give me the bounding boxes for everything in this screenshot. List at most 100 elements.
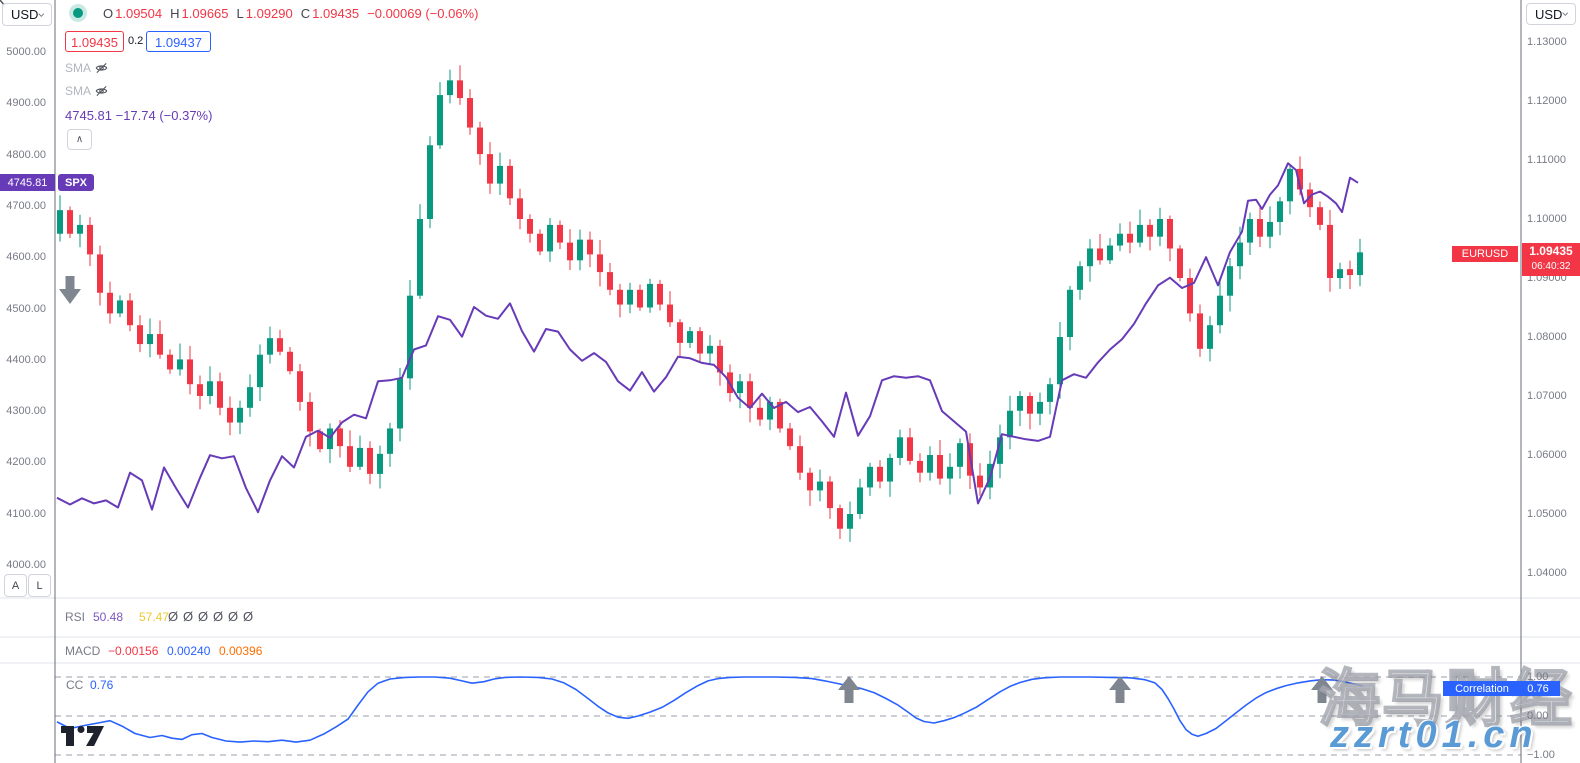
chevron-down-icon <box>38 12 45 17</box>
left-axis-tick: 4700.00 <box>6 199 46 212</box>
candle-body <box>1327 224 1333 278</box>
candle-body <box>657 283 663 305</box>
rsi-legend-label[interactable]: RSI <box>65 610 86 624</box>
candle-body <box>757 407 763 420</box>
rsi-hidden-slot: Ø <box>168 609 179 624</box>
spx-tag: SPX <box>58 174 95 191</box>
candle-body <box>407 295 413 379</box>
right-axis-tick: 1.10000 <box>1527 213 1567 225</box>
auto-scale-button[interactable]: A <box>4 574 27 597</box>
candle-body <box>177 359 183 370</box>
macd-value-2: 0.00240 <box>167 644 211 658</box>
candle-body <box>637 289 643 308</box>
candle-body <box>257 354 263 388</box>
left-axis-tick: 4800.00 <box>6 148 46 161</box>
candle-body <box>427 145 433 219</box>
candle-body <box>667 304 673 323</box>
spx-price-badge: 4745.81 <box>0 174 55 191</box>
up-arrow-drawing[interactable] <box>1109 676 1131 703</box>
candle-body <box>567 242 573 261</box>
spx-compare-legend[interactable]: 4745.81 −17.74 (−0.37%) <box>65 108 213 123</box>
sell-button[interactable]: 1.09435 <box>65 31 124 52</box>
candle-body <box>87 224 93 255</box>
tradingview-logo[interactable] <box>61 726 104 746</box>
eye-off-icon[interactable] <box>94 84 109 103</box>
left-axis-tick: 4300.00 <box>6 405 46 418</box>
collapse-legend-button[interactable]: ∧ <box>67 129 92 150</box>
candle-body <box>697 331 703 354</box>
candle-body <box>337 428 343 447</box>
last-price: 1.09435 <box>1529 244 1573 258</box>
candle-body <box>607 272 613 290</box>
candle-body <box>477 127 483 155</box>
candle-body <box>67 210 73 234</box>
candle-body <box>847 514 853 529</box>
candle-body <box>557 224 563 243</box>
eurusd-tag: EURUSD <box>1452 246 1518 262</box>
up-arrow-drawing[interactable] <box>1311 676 1333 703</box>
rsi-hidden-slot: Ø <box>213 609 224 624</box>
high-value: 1.09665 <box>181 6 229 21</box>
candle-body <box>1137 224 1143 243</box>
eye-off-icon[interactable] <box>94 61 109 80</box>
candle-body <box>277 338 283 352</box>
candle-body <box>377 453 383 474</box>
candle-body <box>1017 396 1023 411</box>
sma1-legend[interactable]: SMA <box>65 61 92 75</box>
candle-body <box>1127 233 1133 243</box>
candle-body <box>357 447 363 467</box>
left-axis-tick: 4100.00 <box>6 507 46 520</box>
left-axis-tick: 5000.00 <box>6 46 46 58</box>
down-arrow-drawing[interactable] <box>59 276 81 304</box>
candle-body <box>1207 325 1213 349</box>
rsi-value-2: 57.47 <box>139 610 170 624</box>
left-currency-label: USD <box>11 7 39 22</box>
macd-value-3: 0.00396 <box>219 644 263 658</box>
cc-axis-tick: −1.00 <box>1527 749 1555 761</box>
right-price-axis[interactable]: 1.13000 1.12000 1.11000 1.10000 1.09000 1.080… <box>1521 0 1580 763</box>
candle-body <box>1157 219 1163 237</box>
candle-body <box>707 345 713 354</box>
bar-countdown: 06:40:32 <box>1531 261 1571 272</box>
candle-body <box>1167 219 1173 249</box>
log-scale-button[interactable]: L <box>28 574 51 597</box>
candle-body <box>1337 269 1343 278</box>
right-currency-dropdown[interactable]: USD <box>1526 3 1576 25</box>
candle-body <box>187 359 193 385</box>
buy-button[interactable]: 1.09437 <box>146 31 211 52</box>
candle-body <box>207 381 213 396</box>
candle-body <box>1247 219 1253 243</box>
candle-body <box>367 447 373 474</box>
watermark-text: 海马财经 <box>1317 664 1575 735</box>
candle-body <box>677 322 683 343</box>
macd-legend-label[interactable]: MACD <box>65 644 101 658</box>
candle-body <box>1267 221 1273 237</box>
candle-body <box>437 95 443 146</box>
candle-body <box>937 455 943 479</box>
cc-line <box>56 676 1364 743</box>
candle-body <box>1037 401 1043 414</box>
cc-axis-tick: 1.00 <box>1527 671 1549 683</box>
candle-body <box>877 466 883 482</box>
candle-body <box>957 443 963 467</box>
left-currency-dropdown[interactable]: USD <box>2 3 52 26</box>
close-value: 1.09435 <box>312 6 360 21</box>
up-arrow-drawing[interactable] <box>838 676 860 703</box>
candle-body <box>547 224 553 252</box>
left-price-axis[interactable]: 5000.00 4900.00 4800.00 4700.00 4600.00 4500.… <box>0 0 55 763</box>
rsi-hidden-slot: Ø <box>243 609 254 624</box>
cc-legend-label[interactable]: CC <box>66 678 84 692</box>
candle-body <box>907 437 913 461</box>
candle-body <box>167 354 173 370</box>
candle-body <box>1197 313 1203 349</box>
candle-body <box>717 345 723 373</box>
candle-body <box>1297 168 1303 190</box>
right-axis-tick: 1.06000 <box>1527 449 1567 461</box>
left-axis-tick: 4900.00 <box>6 97 46 110</box>
candle-body <box>1087 248 1093 267</box>
candle-body <box>1257 219 1263 237</box>
sma2-legend[interactable]: SMA <box>65 84 92 98</box>
ohlc-legend: O 1.09504 H 1.09665 L 1.09290 C 1.09435 −0.0… <box>103 6 479 21</box>
